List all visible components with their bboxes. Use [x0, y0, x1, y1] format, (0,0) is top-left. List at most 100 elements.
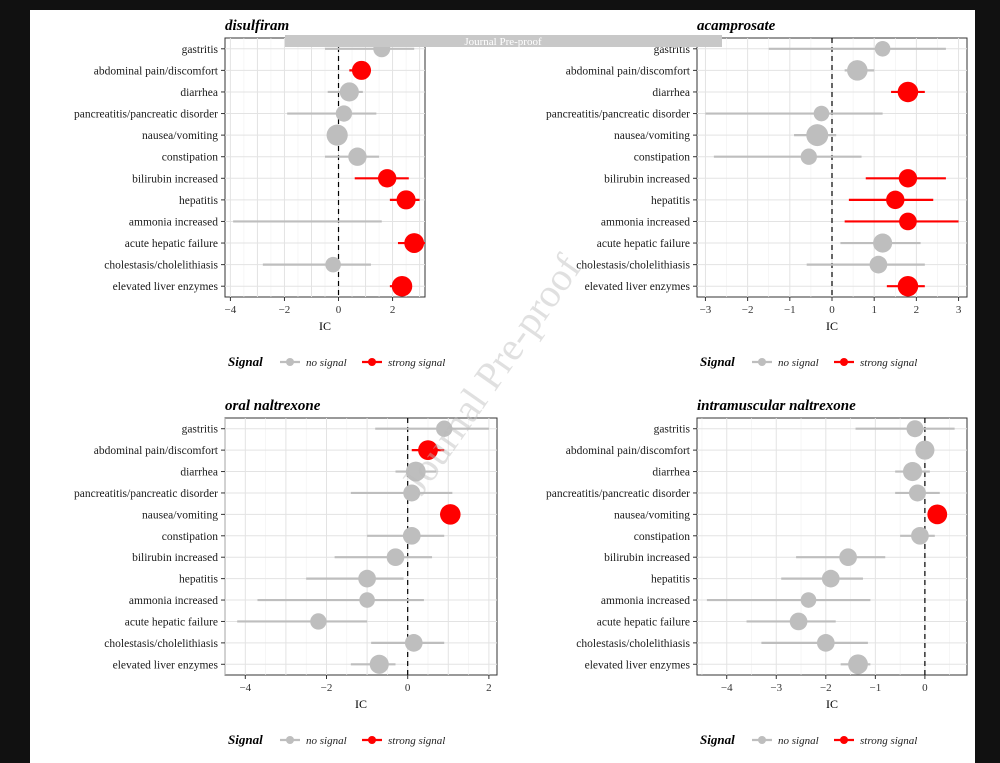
- figure: gastritis abdominal pain/discomfort diarrh…: [74, 18, 968, 747]
- category-label: acute hepatic failure: [597, 238, 690, 250]
- ic-point: [386, 548, 405, 567]
- category-label: diarrhea: [180, 87, 218, 99]
- x-tick-label: −3: [770, 682, 782, 694]
- x-tick-label: −4: [239, 682, 251, 694]
- category-label: abdominal pain/discomfort: [566, 445, 691, 457]
- ic-point: [339, 82, 359, 102]
- x-tick-label: 2: [914, 304, 920, 316]
- ic-point: [377, 169, 397, 188]
- x-tick-label: −1: [869, 682, 881, 694]
- ic-point: [404, 634, 423, 652]
- x-tick-label: −3: [700, 304, 712, 316]
- ic-point: [906, 420, 924, 438]
- ic-point: [800, 592, 817, 608]
- ic-point: [418, 440, 438, 461]
- panel-intramuscular-naltrexone: gastritis abdominal pain/discomfort diarrh…: [546, 398, 968, 747]
- category-label: pancreatitis/pancreatic disorder: [546, 488, 690, 500]
- category-label: nausea/vomiting: [614, 509, 690, 521]
- category-label: constipation: [634, 152, 690, 164]
- ic-point: [369, 654, 389, 674]
- ic-point: [927, 504, 948, 525]
- category-label: acute hepatic failure: [597, 616, 690, 628]
- legend-no-signal-point: [758, 358, 766, 366]
- ic-point: [899, 212, 917, 231]
- legend-title: Signal: [700, 732, 735, 747]
- legend-no-signal-label: no signal: [306, 357, 347, 369]
- legend: Signal no signal strong signal: [700, 732, 917, 747]
- legend-no-signal-label: no signal: [306, 735, 347, 747]
- category-label: ammonia increased: [601, 216, 690, 228]
- category-label: cholestasis/cholelithiasis: [104, 260, 218, 272]
- ic-point: [898, 169, 918, 188]
- x-tick-label: 3: [956, 304, 962, 316]
- category-label: bilirubin increased: [604, 552, 690, 564]
- x-tick-label: −2: [820, 682, 832, 694]
- x-axis-title: IC: [355, 697, 367, 711]
- x-tick-label: 2: [486, 682, 492, 694]
- category-label: pancreatitis/pancreatic disorder: [74, 109, 218, 121]
- category-label: hepatitis: [651, 574, 690, 586]
- x-tick-label: 0: [922, 682, 928, 694]
- x-axis-title: IC: [826, 697, 838, 711]
- category-label: gastritis: [654, 424, 691, 436]
- category-label: gastritis: [182, 424, 219, 436]
- legend: Signal no signal strong signal: [700, 354, 917, 369]
- category-label: nausea/vomiting: [614, 130, 690, 142]
- ic-point: [908, 484, 926, 502]
- panel-title: oral naltrexone: [225, 398, 321, 414]
- category-label: constipation: [162, 152, 218, 164]
- panel-frame: [224, 417, 498, 676]
- legend-strong-signal-point: [368, 358, 376, 366]
- category-label: bilirubin increased: [132, 173, 218, 185]
- category-label: bilirubin increased: [604, 173, 690, 185]
- category-label: pancreatitis/pancreatic disorder: [546, 109, 690, 121]
- x-tick-label: 1: [871, 304, 877, 316]
- ic-point: [348, 147, 367, 166]
- ic-point: [902, 461, 923, 482]
- ic-point: [821, 569, 840, 588]
- category-label: diarrhea: [180, 467, 218, 479]
- ic-point: [911, 526, 929, 545]
- journal-banner-text: Journal Pre-proof: [464, 36, 542, 48]
- category-label: nausea/vomiting: [142, 130, 218, 142]
- legend: Signal no signal strong signal: [228, 354, 445, 369]
- panel-title: intramuscular naltrexone: [697, 398, 856, 414]
- ic-point: [915, 440, 935, 460]
- ic-point: [359, 592, 375, 608]
- ic-point: [440, 504, 461, 525]
- x-tick-label: −4: [721, 682, 733, 694]
- category-label: abdominal pain/discomfort: [94, 65, 219, 77]
- legend-strong-signal-label: strong signal: [388, 735, 445, 747]
- category-label: acute hepatic failure: [125, 616, 218, 628]
- category-label: elevated liver enzymes: [585, 659, 691, 671]
- category-label: constipation: [162, 531, 218, 543]
- x-tick-label: 2: [390, 304, 396, 316]
- legend-strong-signal-label: strong signal: [860, 735, 917, 747]
- category-label: acute hepatic failure: [125, 238, 218, 250]
- legend-title: Signal: [228, 732, 263, 747]
- ic-point: [839, 548, 857, 567]
- legend-no-signal-point: [286, 358, 294, 366]
- ic-point: [847, 60, 868, 81]
- category-label: cholestasis/cholelithiasis: [104, 638, 218, 650]
- ic-point: [325, 256, 341, 273]
- category-label: elevated liver enzymes: [113, 281, 219, 293]
- x-tick-label: 0: [336, 304, 342, 316]
- category-label: abdominal pain/discomfort: [566, 65, 691, 77]
- legend: Signal no signal strong signal: [228, 732, 445, 747]
- legend-strong-signal-point: [840, 736, 848, 744]
- x-tick-label: −4: [225, 304, 237, 316]
- category-label: hepatitis: [651, 195, 690, 207]
- ic-point: [874, 40, 891, 57]
- ic-point: [848, 654, 868, 675]
- category-label: diarrhea: [652, 87, 690, 99]
- legend-strong-signal-point: [368, 736, 376, 744]
- ic-point: [789, 612, 808, 631]
- category-label: abdominal pain/discomfort: [94, 445, 219, 457]
- ic-point: [405, 461, 426, 482]
- ic-point: [396, 190, 416, 210]
- ic-point: [897, 81, 919, 103]
- category-label: hepatitis: [179, 195, 218, 207]
- ic-point: [816, 634, 835, 652]
